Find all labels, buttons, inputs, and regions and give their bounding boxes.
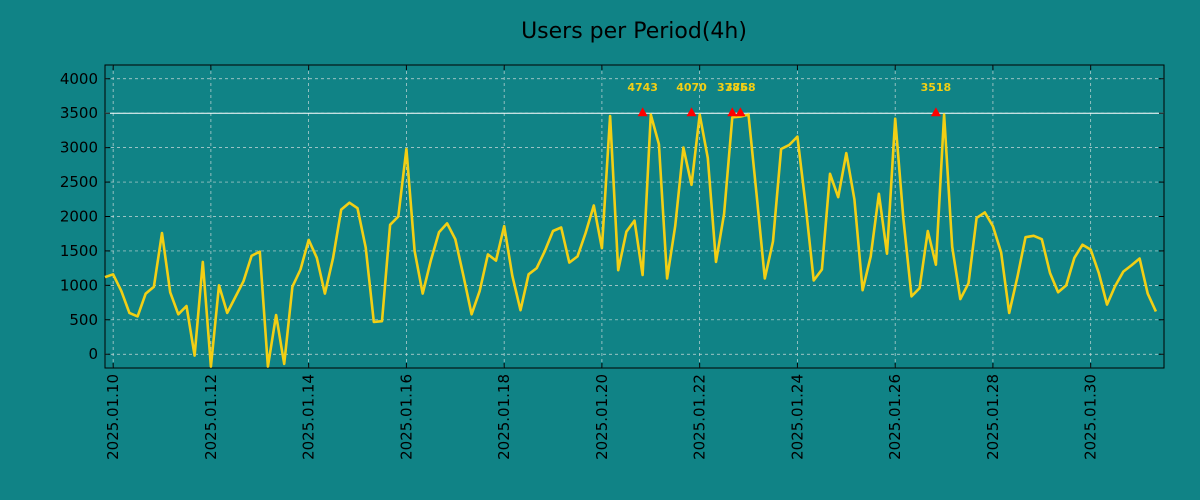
peak-label: 3768: [725, 81, 756, 94]
y-tick-label: 4000: [60, 70, 98, 88]
peak-label: 4743: [627, 81, 658, 94]
peak-marker: [637, 107, 648, 117]
x-axis: 2025.01.10 2025.01.12 2025.01.14 2025.01.16…: [104, 65, 1100, 460]
peak-marker: [727, 107, 738, 117]
peak-label: 4070: [676, 81, 707, 94]
y-tick-label: 1000: [60, 276, 98, 294]
x-tick-label: 2025.01.14: [300, 374, 318, 460]
peak-label: 3785: [717, 81, 748, 94]
x-tick-label: 2025.01.24: [788, 374, 806, 460]
peak-marker: [735, 107, 746, 117]
chart-title: Users per Period(4h): [521, 19, 747, 44]
x-tick-label: 2025.01.30: [1082, 374, 1100, 460]
x-tick-label: 2025.01.10: [104, 374, 122, 460]
y-tick-label: 2000: [60, 208, 98, 226]
peak-label: 3518: [921, 81, 952, 94]
y-tick-label: 500: [69, 311, 98, 329]
grid: [105, 65, 1164, 368]
x-tick-label: 2025.01.20: [593, 374, 611, 460]
peak-marker: [930, 107, 941, 117]
y-tick-label: 3500: [60, 104, 98, 122]
series-layer: [104, 113, 1158, 368]
x-tick-label: 2025.01.28: [984, 374, 1002, 460]
x-tick-label: 2025.01.12: [202, 374, 220, 460]
y-axis: 0 500 1000 1500 2000 2500 3000 3500 4000: [60, 70, 1164, 363]
x-tick-label: 2025.01.22: [691, 374, 709, 460]
x-tick-label: 2025.01.18: [495, 374, 513, 460]
y-tick-label: 2500: [60, 173, 98, 191]
x-tick-label: 2025.01.26: [886, 374, 904, 460]
y-tick-label: 1500: [60, 242, 98, 260]
y-tick-label: 0: [88, 345, 98, 363]
peak-marker: [686, 107, 697, 117]
x-tick-label: 2025.01.16: [397, 374, 415, 460]
y-tick-label: 3000: [60, 139, 98, 157]
series-line: [104, 113, 1158, 368]
